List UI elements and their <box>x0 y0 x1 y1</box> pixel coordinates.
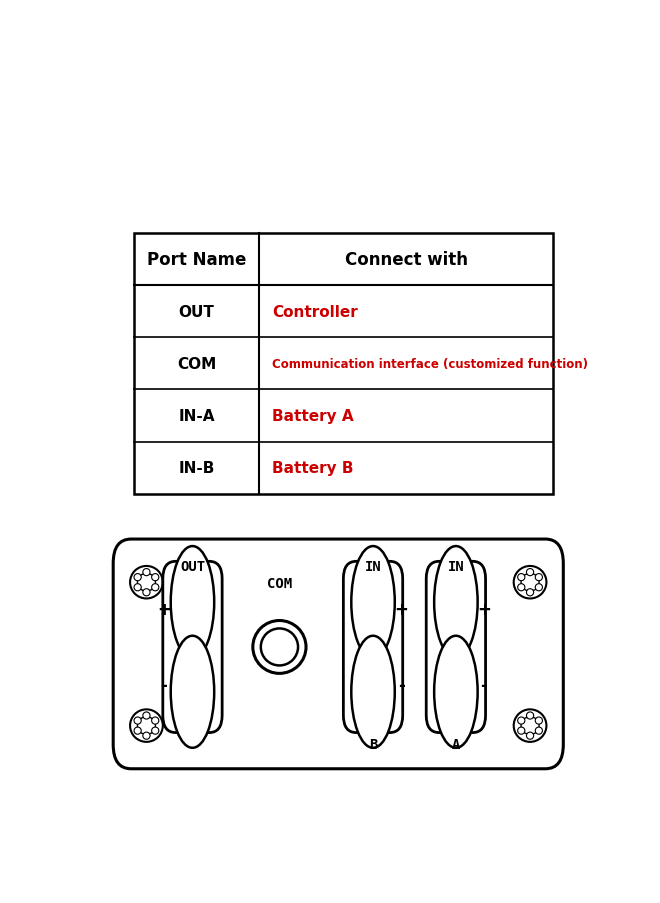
Ellipse shape <box>351 636 395 748</box>
Ellipse shape <box>134 727 141 734</box>
Text: Battery B: Battery B <box>273 461 354 476</box>
Ellipse shape <box>143 712 150 720</box>
Ellipse shape <box>521 573 539 591</box>
Text: Port Name: Port Name <box>147 251 246 268</box>
Text: +: + <box>394 600 408 618</box>
Ellipse shape <box>517 717 525 724</box>
Ellipse shape <box>130 566 163 599</box>
Ellipse shape <box>261 628 298 666</box>
FancyBboxPatch shape <box>163 562 222 732</box>
Text: -: - <box>160 676 167 694</box>
Ellipse shape <box>521 717 539 735</box>
Text: COM: COM <box>177 357 216 371</box>
FancyBboxPatch shape <box>114 539 563 769</box>
Ellipse shape <box>535 717 543 724</box>
Ellipse shape <box>513 710 546 742</box>
Text: +: + <box>157 600 171 618</box>
Text: OUT: OUT <box>180 559 205 573</box>
Text: +: + <box>477 600 491 618</box>
Ellipse shape <box>527 569 534 576</box>
Text: Communication interface (customized function): Communication interface (customized func… <box>273 358 588 370</box>
Text: OUT: OUT <box>179 304 214 320</box>
Ellipse shape <box>535 584 543 591</box>
Ellipse shape <box>134 574 141 582</box>
Text: -: - <box>480 676 488 694</box>
Ellipse shape <box>137 717 156 735</box>
Ellipse shape <box>517 584 525 591</box>
Ellipse shape <box>152 717 159 724</box>
Ellipse shape <box>527 732 534 740</box>
Text: Controller: Controller <box>273 304 358 320</box>
Ellipse shape <box>152 574 159 582</box>
Ellipse shape <box>143 732 150 740</box>
Ellipse shape <box>253 621 306 674</box>
Text: A: A <box>451 738 460 751</box>
Ellipse shape <box>143 589 150 596</box>
Text: Battery A: Battery A <box>273 408 354 424</box>
Text: IN: IN <box>447 559 464 573</box>
Text: Connect with: Connect with <box>345 251 468 268</box>
FancyBboxPatch shape <box>426 562 486 732</box>
Bar <box>133 234 553 494</box>
Ellipse shape <box>351 546 395 658</box>
Ellipse shape <box>517 727 525 734</box>
Ellipse shape <box>535 574 543 582</box>
Text: IN-A: IN-A <box>178 408 214 424</box>
Ellipse shape <box>143 569 150 576</box>
Ellipse shape <box>434 636 478 748</box>
Ellipse shape <box>134 584 141 591</box>
Ellipse shape <box>171 636 214 748</box>
Text: COM: COM <box>267 576 292 591</box>
Ellipse shape <box>527 712 534 720</box>
Text: -: - <box>398 676 405 694</box>
Ellipse shape <box>434 546 478 658</box>
Ellipse shape <box>535 727 543 734</box>
Ellipse shape <box>130 710 163 742</box>
Ellipse shape <box>513 566 546 599</box>
Ellipse shape <box>527 589 534 596</box>
Ellipse shape <box>171 546 214 658</box>
Ellipse shape <box>137 573 156 591</box>
Text: IN-B: IN-B <box>178 461 214 476</box>
Ellipse shape <box>517 574 525 582</box>
Ellipse shape <box>152 727 159 734</box>
FancyBboxPatch shape <box>343 562 403 732</box>
Ellipse shape <box>134 717 141 724</box>
Text: IN: IN <box>365 559 381 573</box>
Ellipse shape <box>152 584 159 591</box>
Text: B: B <box>369 738 378 751</box>
